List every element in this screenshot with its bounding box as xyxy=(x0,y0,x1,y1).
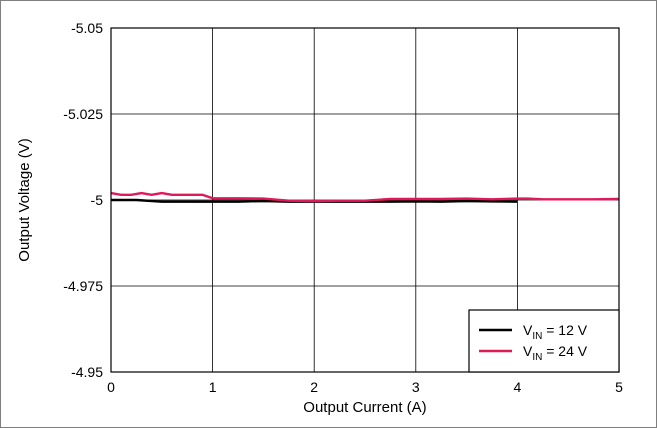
x-tick-label: 0 xyxy=(107,379,115,395)
series-layer xyxy=(110,191,620,203)
x-tick-label: 3 xyxy=(412,379,420,395)
x-axis-title: Output Current (A) xyxy=(303,399,426,416)
y-tick-label: -4.95 xyxy=(71,364,103,380)
x-tick-label: 4 xyxy=(514,379,522,395)
tick-labels: 0 1 2 3 4 5 -5.05 -5.025 -5 -4.975 -4.95 xyxy=(63,20,623,395)
plot-area-border xyxy=(110,27,620,373)
y-tick-label: -5.025 xyxy=(63,106,103,122)
x-tick-label: 2 xyxy=(310,379,318,395)
y-tick-label: -4.975 xyxy=(63,278,103,294)
x-tick-label: 1 xyxy=(209,379,217,395)
legend-label-1: VIN = 24 V xyxy=(523,343,588,363)
y-tick-label: -5.05 xyxy=(71,20,103,36)
y-tick-label: -5 xyxy=(91,192,104,208)
series-line-1 xyxy=(110,191,620,203)
legend-label-0: VIN = 12 V xyxy=(523,322,588,342)
y-axis-title: Output Voltage (V) xyxy=(16,138,33,261)
x-tick-label: 5 xyxy=(615,379,623,395)
legend-box xyxy=(468,309,620,373)
